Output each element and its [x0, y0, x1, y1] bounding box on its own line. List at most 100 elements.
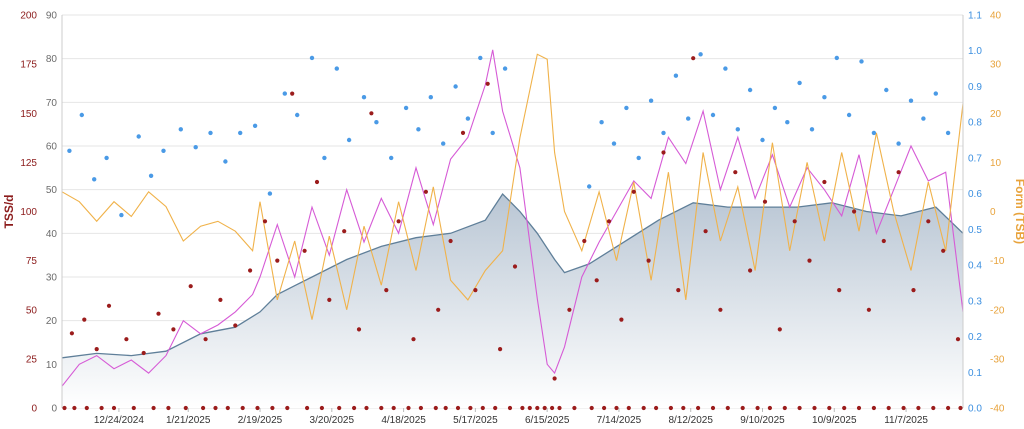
tss-dot	[188, 284, 193, 289]
x-tick-label: 11/7/2025	[884, 415, 928, 426]
if-tick-label: 0.6	[968, 189, 982, 200]
if-dot	[896, 141, 901, 146]
tss-dot	[631, 189, 636, 194]
tss-zero-dot	[527, 405, 532, 411]
tss-dot	[327, 297, 332, 302]
tss-dot	[124, 337, 129, 342]
tss-dot	[448, 238, 453, 244]
right-axis-title: Form (TSB)	[1013, 179, 1024, 244]
fitness-line	[61, 192, 964, 359]
if-tick-label: 1.1	[968, 11, 982, 22]
if-dot	[361, 95, 367, 100]
fitness-tick-label: 10	[46, 360, 58, 371]
tss-zero-dot	[507, 405, 513, 411]
if-dot	[945, 130, 951, 136]
tss-dot	[498, 347, 503, 352]
tss-dot	[911, 288, 916, 293]
if-dot	[908, 98, 914, 103]
tss-zero-dot	[946, 405, 951, 411]
tss-dot	[733, 170, 738, 175]
tss-zero-dot	[654, 405, 659, 411]
tss-dot	[582, 238, 587, 244]
tss-dot	[485, 81, 490, 86]
tss-dot	[762, 199, 768, 204]
tss-zero-dot	[166, 405, 171, 411]
if-tick-label: 1.0	[968, 46, 982, 57]
tss-dot	[396, 219, 401, 224]
tss-zero-dot	[916, 405, 921, 411]
tss-dot	[792, 219, 797, 224]
tss-dot	[302, 248, 307, 253]
tss-dot	[141, 350, 146, 356]
tss-zero-dot	[614, 405, 619, 411]
if-dot	[834, 55, 839, 61]
fitness-tick-label: 30	[46, 273, 58, 284]
x-tick-label: 1/21/2025	[166, 415, 211, 426]
if-dot	[859, 59, 864, 64]
if-dot	[490, 130, 495, 136]
if-dot	[686, 116, 691, 121]
tss-dot	[852, 209, 857, 214]
if-dot	[416, 127, 421, 132]
tss-zero-dot	[710, 405, 716, 411]
if-dot	[624, 105, 629, 111]
x-tick-label: 6/15/2025	[525, 415, 570, 426]
tss-dot	[106, 303, 112, 308]
tss-zero-dot	[379, 405, 384, 411]
tss-zero-dot	[602, 405, 607, 411]
if-dot	[267, 191, 273, 196]
if-dot	[295, 112, 300, 118]
if-dot	[599, 120, 604, 125]
tss-zero-dot	[84, 405, 89, 411]
if-dot	[92, 177, 97, 182]
if-dot	[723, 66, 728, 71]
tss-dot	[691, 56, 696, 61]
tss-dot	[69, 331, 74, 336]
tss-dot	[384, 288, 389, 293]
if-dot	[611, 141, 617, 146]
tss-dot	[248, 268, 253, 273]
tss-dot	[203, 337, 208, 342]
axes: 0255075100125150175200010203040506070809…	[20, 11, 1005, 427]
tss-dot	[594, 278, 599, 283]
tss-dot	[436, 307, 441, 312]
tss-zero-dot	[767, 405, 773, 411]
tss-dot	[837, 288, 842, 293]
if-tick-label: 0.2	[968, 332, 982, 343]
if-dot	[252, 123, 258, 128]
tss-dot	[881, 238, 886, 244]
if-dot	[119, 212, 124, 218]
tss-zero-dot	[480, 405, 485, 411]
tss-dot	[171, 327, 176, 332]
tss-dot	[606, 219, 612, 224]
tss-zero-dot	[255, 405, 260, 411]
tss-zero-dot	[352, 405, 357, 411]
if-dot	[238, 130, 243, 136]
if-tick-label: 0.7	[968, 153, 982, 164]
if-dot	[148, 173, 154, 178]
tss-zero-dot	[668, 405, 674, 411]
x-tick-label: 2/19/2025	[238, 415, 283, 426]
if-dot	[322, 155, 327, 161]
if-dot	[760, 137, 765, 143]
tss-tick-label: 75	[26, 256, 38, 267]
if-dot	[846, 112, 852, 118]
tss-dot	[218, 297, 223, 302]
if-tick-label: 0.3	[968, 296, 982, 307]
tss-zero-dot	[131, 405, 136, 411]
form-tick-label: 30	[990, 60, 1002, 71]
tss-zero-dot	[99, 405, 104, 411]
if-dot	[648, 98, 654, 103]
tss-zero-dot	[493, 405, 498, 411]
tss-zero-dot	[225, 405, 230, 411]
if-dot	[208, 130, 213, 136]
if-dot	[104, 155, 109, 161]
if-tick-label: 0.0	[968, 404, 982, 415]
fitness-area	[61, 192, 964, 408]
tss-zero-dot	[183, 405, 188, 411]
tss-tick-label: 100	[20, 207, 37, 218]
tss-zero-dot	[871, 405, 877, 411]
tss-dot	[619, 317, 624, 322]
